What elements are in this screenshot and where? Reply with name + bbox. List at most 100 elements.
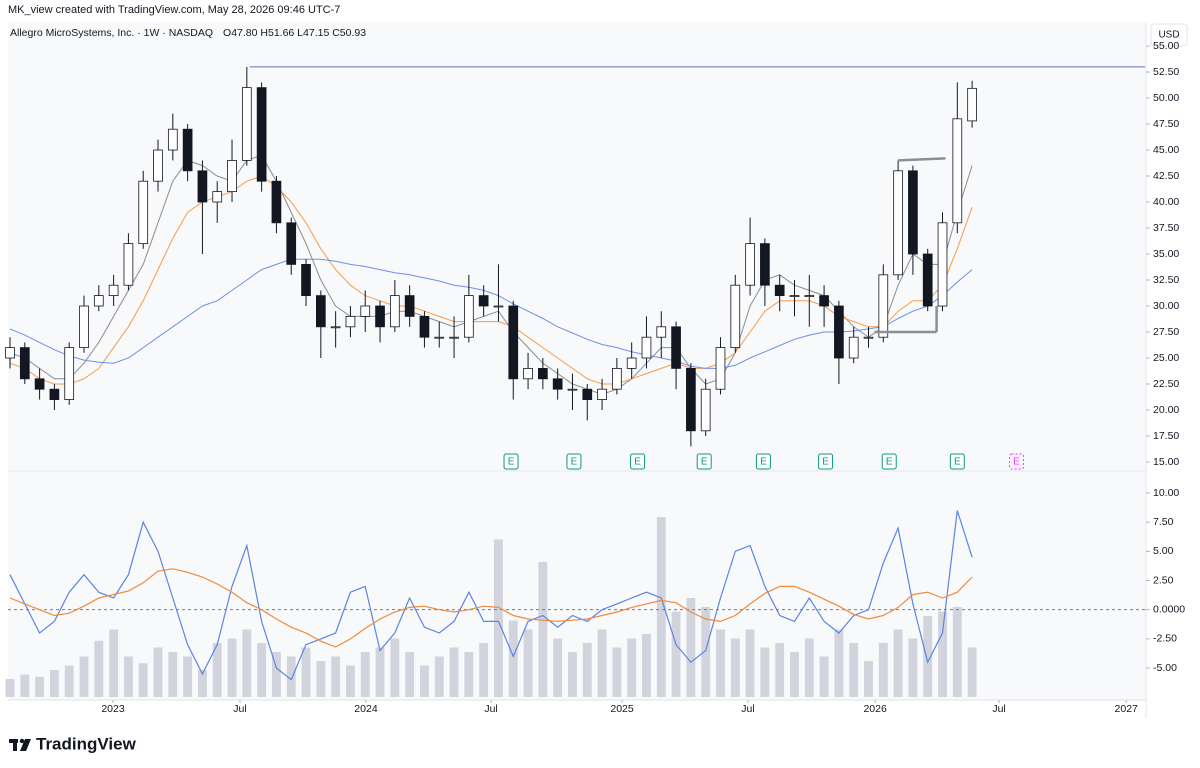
volume-bar [494,539,503,697]
volume-bar [138,663,148,697]
candle-body [715,347,726,390]
candle-body [330,326,341,329]
volume-bar [508,620,518,697]
volume-bar [390,638,400,697]
volume-bar [375,647,385,697]
candle-body [360,305,371,317]
volume-bar [242,629,252,697]
earnings-label: E [571,457,578,468]
earnings-marker [696,453,712,470]
ohlc-values: O47.80 H51.66 L47.15 C50.93 [223,27,366,39]
y-tick-label: 20.00 [1153,404,1179,416]
volume-bar [64,665,74,697]
earnings-marker [755,453,771,470]
y-tick-label: 45.00 [1153,144,1179,156]
volume-bar [5,679,15,697]
volume-bar [553,638,563,697]
volume-bar [627,638,637,697]
volume-bar [464,652,474,697]
y-tick-label: 22.50 [1153,378,1179,390]
candle-body [390,295,400,328]
candle-body [538,367,548,380]
candle-body [922,253,933,307]
candle-body [730,284,741,349]
volume-bar [271,652,281,697]
x-tick-label: 2027 [1115,703,1139,715]
volume-bar [686,598,696,697]
y-tick-label: 42.50 [1153,170,1179,182]
candle-body [597,388,607,400]
y-tick-label: 32.50 [1153,274,1179,286]
candle-body [212,191,223,203]
candle-body [404,295,415,317]
volume-bar [612,647,622,697]
volume-bar [109,629,119,697]
y-tick-label: 10.00 [1153,487,1179,499]
candle-body [686,367,696,432]
candle-body [49,388,60,400]
volume-bar [716,629,725,697]
volume-bar [153,647,163,697]
volume-bar [449,647,459,697]
price-pane [8,22,1146,470]
candle-body [937,222,948,307]
candle-body [434,336,445,339]
candle-body [419,316,430,338]
currency-box[interactable] [1150,23,1188,47]
candle-body [241,87,252,161]
candle-body [656,326,667,338]
candle-body [878,274,889,338]
volume-bar [331,656,341,697]
y-tick-label: 25.00 [1153,352,1179,364]
candle-body [626,357,637,369]
volume-bar [345,665,355,697]
volume-bar [893,629,903,697]
volume-bar [790,652,799,697]
volume-bar [405,652,415,697]
volume-bar [849,643,859,697]
volume-bar [730,638,740,697]
candle-body [893,170,903,276]
candle-body [153,149,163,182]
volume-bar [49,670,59,697]
volume-bar [212,643,222,697]
y-tick-label: 35.00 [1153,248,1179,260]
volume-bar [642,634,651,697]
candle-body [612,367,622,390]
earnings-label: E [508,457,515,468]
volume-bar [434,656,444,697]
volume-bar [479,643,489,697]
earnings-label: E [886,457,893,468]
candle-body [804,295,815,298]
x-tick-label: 2026 [863,703,887,715]
candle-body [315,295,326,328]
candle-body [256,87,267,182]
y-tick-label: 55.00 [1153,40,1179,52]
candle-body [123,243,134,286]
upcoming-earnings-marker [1009,453,1025,470]
volume-bar [834,629,844,697]
y-tick-label: 2.50 [1153,574,1174,586]
x-tick-label: Jul [741,703,754,715]
earnings-marker [630,453,646,470]
earnings-marker [949,453,965,470]
volume-bar [760,647,770,697]
candle-body [819,295,829,307]
candle-body [760,243,770,286]
y-tick-label: 47.50 [1153,118,1179,130]
volume-bar [538,562,548,697]
candle-body [182,128,193,172]
candle-body [464,295,474,338]
volume-bar [420,665,429,697]
x-tick-label: 2024 [354,703,378,715]
currency[interactable]: USD [1158,30,1179,41]
volume-bar [967,647,977,697]
y-tick-label: 30.00 [1153,300,1179,312]
y-tick-label: -5.00 [1153,662,1177,674]
candle-body [449,336,459,339]
candle-body [227,160,237,193]
candle-body [700,388,711,432]
candle-body [523,367,533,380]
y-tick-label: 17.50 [1153,430,1179,442]
attribution: MK_view created with TradingView.com, Ma… [8,4,340,16]
